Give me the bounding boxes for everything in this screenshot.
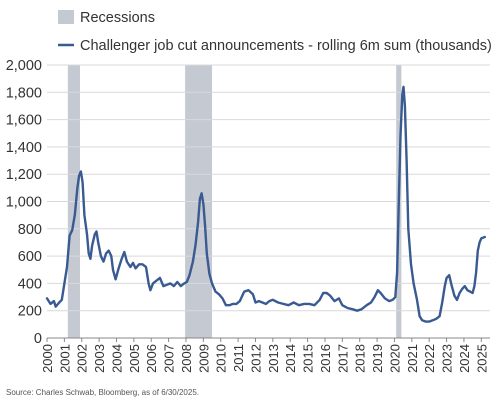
x-tick-label: 2025 bbox=[474, 344, 489, 373]
y-tick-label: 1,800 bbox=[6, 85, 42, 101]
gridlines bbox=[47, 64, 490, 339]
x-tick-label: 2022 bbox=[422, 344, 437, 373]
x-tick-label: 2008 bbox=[179, 344, 194, 373]
legend: Recessions Challenger job cut announceme… bbox=[58, 10, 492, 54]
x-tick-label: 2024 bbox=[457, 344, 472, 373]
x-tick-label: 2014 bbox=[283, 344, 298, 373]
y-tick-label: 800 bbox=[18, 222, 42, 238]
y-tick-label: 1,600 bbox=[6, 113, 42, 129]
recession-legend-label: Recessions bbox=[80, 10, 155, 26]
x-tick-label: 2010 bbox=[214, 344, 229, 373]
x-tick-label: 2002 bbox=[75, 344, 90, 373]
series-line-0 bbox=[45, 85, 486, 323]
x-tick-label: 2013 bbox=[266, 344, 281, 373]
x-tick-label: 2004 bbox=[109, 344, 124, 373]
y-tick-label: 400 bbox=[18, 276, 42, 292]
y-tick-label: 600 bbox=[18, 249, 42, 265]
recession-legend-swatch bbox=[58, 10, 74, 24]
x-tick-label: 2005 bbox=[127, 344, 142, 373]
source-note: Source: Charles Schwab, Bloomberg, as of… bbox=[6, 388, 199, 397]
x-tick-label: 2015 bbox=[301, 344, 316, 373]
x-tick-label: 2009 bbox=[196, 344, 211, 373]
x-tick-label: 2023 bbox=[440, 344, 455, 373]
x-tick-label: 2020 bbox=[387, 344, 402, 373]
x-tick-label: 2007 bbox=[162, 344, 177, 373]
x-tick-label: 2012 bbox=[248, 344, 263, 373]
y-tick-label: 200 bbox=[18, 304, 42, 320]
x-tick-label: 2021 bbox=[405, 344, 420, 373]
x-tick-label: 2016 bbox=[318, 344, 333, 373]
x-tick-label: 2001 bbox=[57, 344, 72, 373]
x-tick-label: 2018 bbox=[353, 344, 368, 373]
y-tick-label: 1,000 bbox=[6, 195, 42, 211]
y-axis-ticks: 0 200 400 600 800 1,000 1,200 1,400 1,600 1,800 2,… bbox=[6, 58, 42, 347]
series-legend-label: Challenger job cut announcements - rolli… bbox=[80, 38, 492, 54]
x-axis-ticks: 2000 2001 2002 2003 2004 2005 2006 2007 2008 2009… bbox=[40, 338, 489, 373]
y-tick-label: 0 bbox=[34, 331, 42, 347]
x-tick-label: 2003 bbox=[92, 344, 107, 373]
x-tick-label: 2006 bbox=[144, 344, 159, 373]
x-tick-label: 2019 bbox=[370, 344, 385, 373]
y-tick-label: 1,400 bbox=[6, 140, 42, 156]
x-tick-label: 2011 bbox=[231, 344, 246, 372]
x-tick-label: 2017 bbox=[335, 344, 350, 373]
y-tick-label: 2,000 bbox=[6, 58, 42, 74]
y-tick-label: 1,200 bbox=[6, 167, 42, 183]
series-lines bbox=[45, 85, 486, 323]
x-tick-label: 2000 bbox=[40, 344, 55, 373]
